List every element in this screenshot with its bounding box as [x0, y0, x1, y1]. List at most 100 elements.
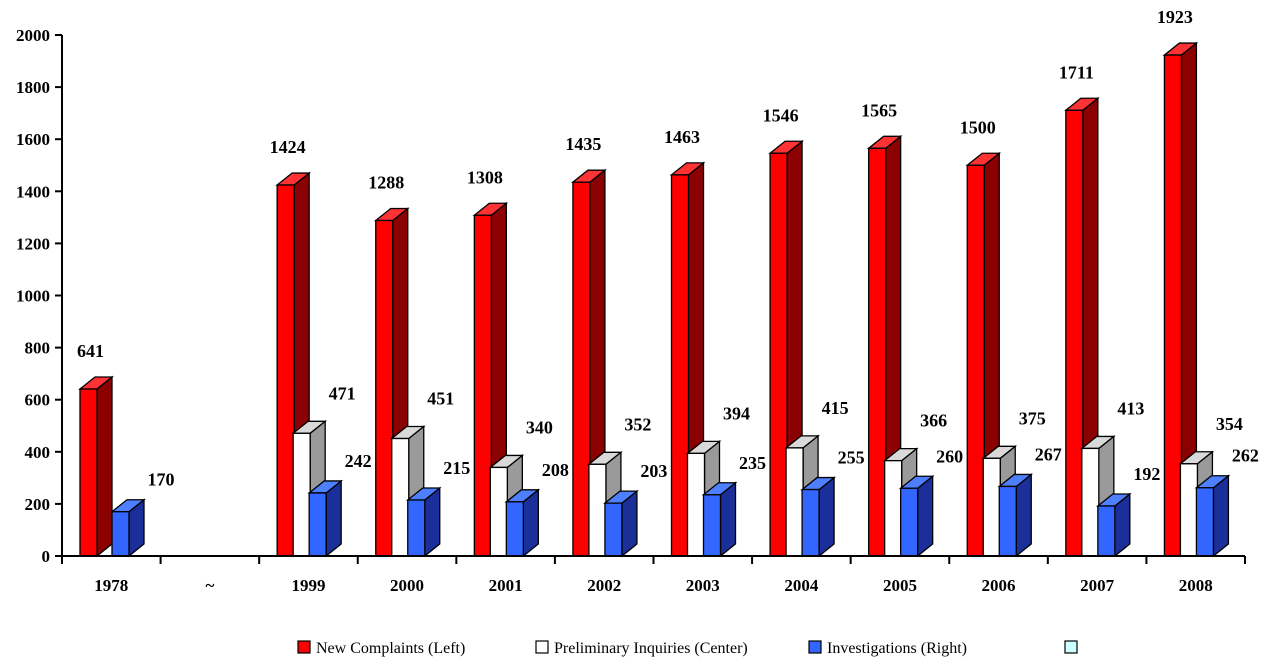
legend-item: New Complaints (Left): [297, 640, 465, 657]
data-label: 1424: [270, 137, 306, 157]
data-label: 1288: [368, 172, 404, 192]
y-tick-label: 1600: [16, 130, 50, 149]
data-label: 242: [345, 451, 372, 471]
bar-front: [686, 452, 706, 557]
legend-swatch: [297, 640, 311, 654]
data-label: 394: [723, 403, 750, 423]
x-tick-label: 2001: [489, 576, 523, 595]
data-label: 267: [1035, 444, 1062, 464]
data-label: 203: [640, 461, 667, 481]
y-tick-label: 400: [25, 443, 51, 462]
y-tick-label: 2000: [16, 26, 50, 45]
bar-front: [79, 388, 98, 557]
data-labels-layer: 641 170 1424 471 242 1288 451 215 1308 340 208 1435…: [77, 7, 1259, 490]
bar-investigations-2008: [1194, 474, 1231, 558]
data-label: 262: [1232, 446, 1259, 466]
y-tick-label: 1200: [16, 234, 50, 253]
bar-front: [1097, 505, 1116, 557]
bar-front: [801, 488, 820, 557]
data-label: 1546: [763, 105, 799, 125]
bar-front: [489, 466, 508, 557]
x-tick-label: 1999: [291, 576, 325, 595]
bar-front: [868, 147, 887, 557]
y-tick-label: 0: [42, 547, 51, 566]
bar-front: [375, 219, 394, 557]
bar-front: [292, 432, 311, 557]
bar-front: [505, 501, 524, 557]
bar-front: [966, 164, 985, 557]
y-tick-label: 800: [25, 339, 51, 358]
bar-front: [111, 511, 130, 557]
legend-swatch: [1064, 640, 1078, 654]
data-label: 366: [920, 411, 947, 431]
bar-investigations-1978: [110, 498, 146, 558]
bar-front: [702, 494, 722, 557]
bar-side: [1212, 474, 1230, 558]
data-label: 471: [329, 383, 356, 403]
x-tick-label: 2003: [686, 576, 720, 595]
bar-front: [884, 460, 903, 557]
legend-label: Preliminary Inquiries (Center): [554, 640, 748, 657]
y-tick-label: 1800: [16, 78, 50, 97]
data-label: 1500: [960, 117, 996, 137]
bar-new-1978: [78, 375, 114, 558]
bar-front: [604, 502, 623, 557]
bar-investigations-2003: [701, 481, 738, 558]
data-label: 260: [936, 446, 963, 466]
bar-front: [1179, 463, 1199, 557]
data-label: 170: [148, 470, 175, 490]
bar-side: [917, 474, 934, 558]
data-label: 1435: [565, 134, 601, 154]
bar-front: [391, 437, 410, 557]
bar-investigations-2000: [405, 486, 442, 558]
data-label: 375: [1019, 408, 1046, 428]
bar-side: [818, 476, 835, 558]
bar-side: [96, 375, 113, 558]
bar-investigations-2004: [800, 476, 836, 558]
data-label: 354: [1216, 414, 1243, 434]
data-label: 415: [822, 398, 849, 418]
x-tick-label: ~: [205, 576, 214, 595]
bar-front: [1065, 109, 1084, 557]
x-tick-label: 2002: [587, 576, 621, 595]
x-tick-label: 2006: [982, 576, 1016, 595]
y-tick-label: 600: [25, 391, 51, 410]
legend-label: New Complaints (Left): [316, 640, 465, 657]
legend-item: Investigations (Right): [808, 640, 967, 657]
y-tick-label: 1400: [16, 182, 50, 201]
data-label: 1308: [467, 167, 503, 187]
axis-layer: 0 200 400 600 800 1000 1200 1400 1600 1800 2000 197…: [16, 26, 1246, 595]
bar-front: [769, 152, 788, 557]
data-label: 215: [443, 458, 470, 478]
bar-front: [572, 181, 591, 557]
data-label: 1923: [1157, 7, 1193, 27]
legend-swatch: [808, 640, 822, 654]
data-label: 235: [739, 453, 766, 473]
bar-investigations-2002: [603, 489, 639, 558]
bar-investigations-2005: [898, 474, 935, 558]
bar-front: [670, 174, 690, 557]
legend-item: Preliminary Inquiries (Center): [535, 640, 748, 657]
bar-front: [407, 499, 426, 557]
data-label: 641: [77, 341, 104, 361]
legend: New Complaints (Left) Preliminary Inquiri…: [297, 640, 1078, 657]
x-tick-label: 2000: [390, 576, 424, 595]
bar-front: [982, 457, 1001, 557]
x-tick-label: 2008: [1179, 576, 1213, 595]
bar-side: [1015, 473, 1032, 558]
bar-front: [900, 487, 919, 557]
data-label: 1711: [1059, 62, 1094, 82]
bar-front: [1163, 54, 1183, 557]
bar-investigations-2006: [997, 473, 1034, 558]
bar-front: [1081, 447, 1100, 557]
data-label: 1565: [861, 100, 897, 120]
bar-side: [325, 479, 342, 558]
data-label: 340: [526, 417, 553, 437]
data-label: 192: [1133, 464, 1160, 484]
bar-new-2005: [866, 134, 903, 558]
data-label: 413: [1117, 398, 1144, 418]
x-tick-label: 1978: [94, 576, 128, 595]
bar-front: [1195, 487, 1215, 557]
